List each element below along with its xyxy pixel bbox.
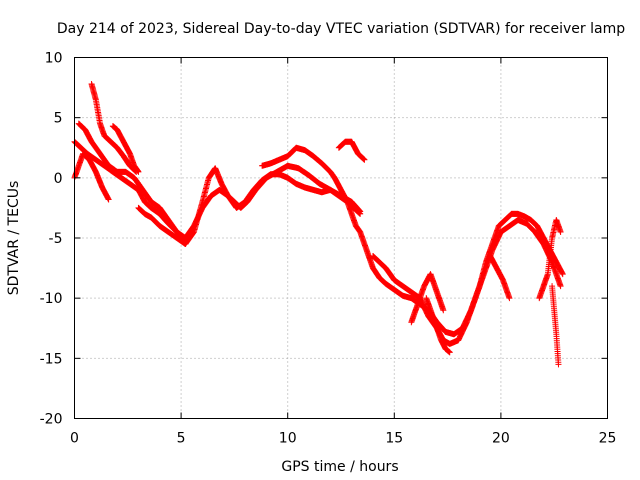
data-point: [182, 241, 189, 248]
y-tick-label: -5: [49, 231, 63, 247]
data-point: [360, 156, 367, 163]
y-tick-label: 5: [54, 111, 63, 127]
data-point: [557, 283, 564, 290]
series-track-k: [487, 253, 513, 302]
plot-frame: [74, 57, 608, 419]
series-track-h: [335, 138, 368, 163]
series-track-g: [369, 216, 564, 347]
x-axis-label: GPS time / hours: [281, 459, 398, 475]
x-tick-label: 20: [492, 431, 510, 447]
data-point: [446, 349, 453, 356]
chart-title: Day 214 of 2023, Sidereal Day-to-day VTE…: [57, 21, 625, 37]
data-point: [440, 307, 447, 314]
y-axis-label: SDTVAR / TECUs: [6, 181, 22, 296]
y-tick-label: 0: [54, 171, 63, 187]
series-track-j: [423, 295, 453, 356]
data-point: [555, 361, 562, 368]
grid: [74, 57, 608, 419]
axis-ticks: [74, 57, 608, 419]
data-point: [361, 156, 368, 163]
series-track-l: [536, 216, 564, 302]
y-tick-label: -15: [40, 351, 63, 367]
x-tick-label: 5: [177, 431, 186, 447]
x-tick-label: 25: [599, 431, 617, 447]
y-tick-label: 10: [45, 51, 63, 67]
series-track-a: [71, 138, 364, 241]
x-tick-label: 15: [385, 431, 403, 447]
data-point: [506, 295, 513, 302]
series-track-m: [549, 283, 562, 368]
tick-labels: 0 5 10 15 20 25 -20 -15 -10 -5 0 5 10: [40, 51, 617, 447]
series-track-n: [135, 204, 189, 248]
data-point: [360, 155, 367, 162]
series-track-d: [109, 123, 142, 175]
y-tick-label: -20: [40, 412, 63, 428]
series-track-e: [71, 150, 112, 203]
data-point: [557, 228, 564, 235]
data-point: [357, 208, 364, 215]
series-track-b: [75, 120, 364, 248]
y-tick-label: -10: [40, 291, 63, 307]
data-point: [559, 271, 566, 278]
data-point: [105, 196, 112, 203]
data-point: [135, 168, 142, 175]
data-points: [71, 80, 566, 368]
series-track-i: [408, 271, 447, 326]
x-tick-label: 0: [70, 431, 79, 447]
x-tick-label: 10: [279, 431, 297, 447]
